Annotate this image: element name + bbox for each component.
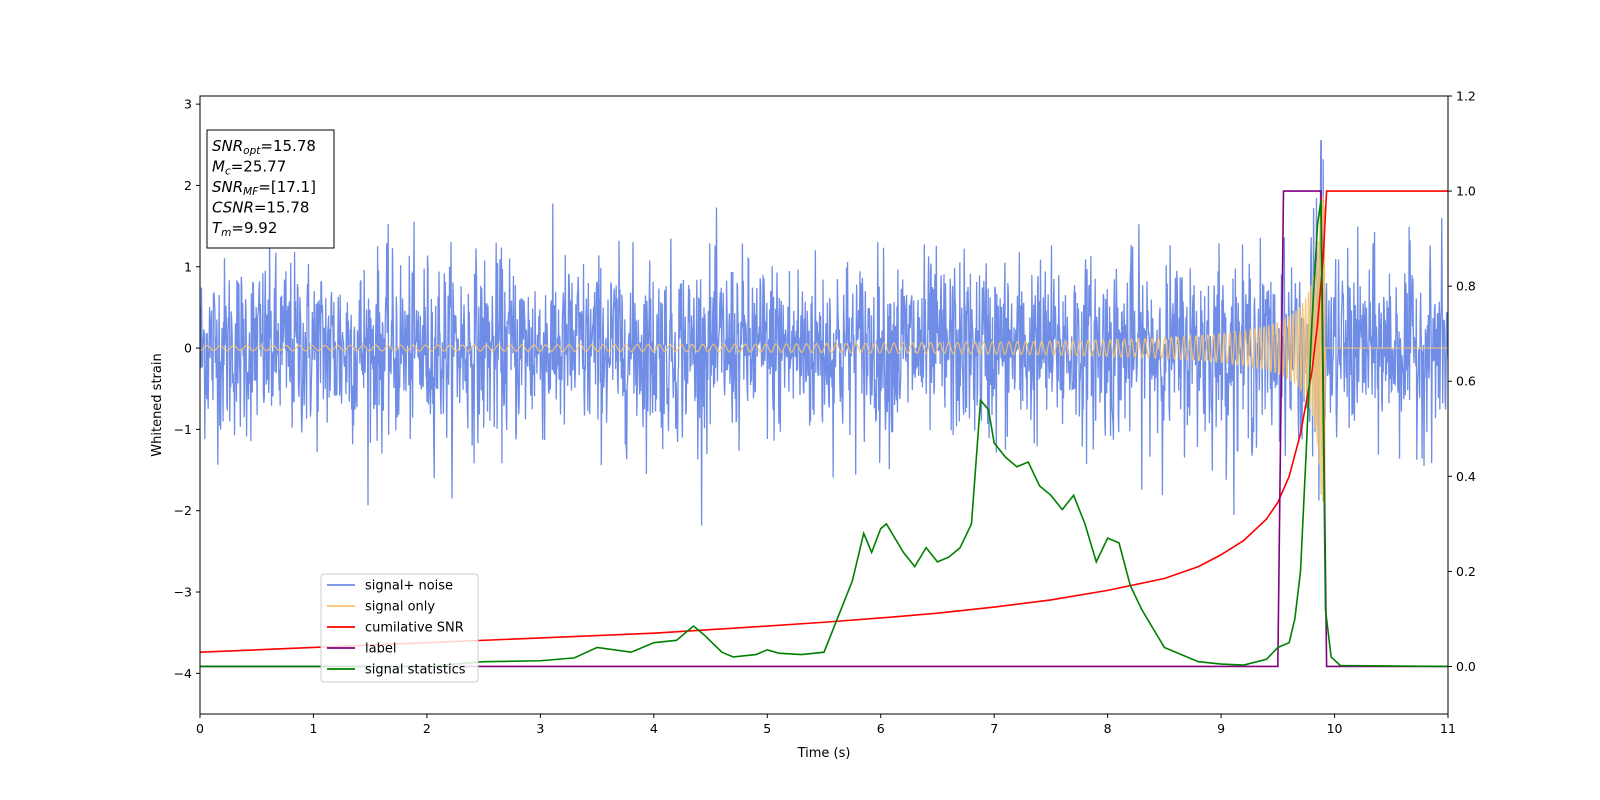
x-tick-label: 3 (536, 721, 544, 736)
y-right-tick-label: 0.6 (1456, 374, 1476, 389)
x-tick-label: 9 (1217, 721, 1225, 736)
x-tick-label: 0 (196, 721, 204, 736)
info-box-row: Mc=25.77 (212, 158, 286, 178)
plot-frame (199, 95, 1449, 715)
legend-label: label (365, 642, 396, 657)
x-tick-label: 6 (877, 721, 885, 736)
y-left-tick-label: −3 (174, 585, 192, 600)
y-left-tick-label: 3 (184, 97, 192, 112)
info-box-row: SNRopt=15.78 (212, 137, 316, 157)
legend-frame (320, 573, 479, 683)
y-left-tick-label: −2 (174, 503, 192, 518)
y-right-tick-label: 0.2 (1456, 564, 1476, 579)
series-signal-only-line (200, 195, 1448, 502)
y-left-tick-label: 1 (184, 259, 192, 274)
y-left-tick-label: −1 (174, 422, 192, 437)
info-box: SNRopt=15.78Mc=25.77SNRMF=[17.1]CSNR=15.… (206, 129, 335, 249)
axes-layer: 0 1 2 3 4 5 6 7 8 9 10 113210−1−2−3−41.21.00.80.60.… (174, 89, 1476, 737)
x-tick-label: 5 (763, 721, 771, 736)
info-box-row: SNRMF=[17.1] (212, 178, 316, 198)
y-left-tick-label: 0 (184, 341, 192, 356)
x-tick-label: 1 (309, 721, 317, 736)
legend-label: signal only (365, 600, 435, 615)
legend-label: cumilative SNR (365, 621, 464, 636)
series-label-line (200, 190, 1448, 668)
x-axis-label: Time (s) (797, 746, 851, 761)
x-tick-label: 10 (1327, 721, 1343, 736)
y-left-tick-label: 2 (184, 178, 192, 193)
series-signal-noise-line (200, 140, 1448, 526)
x-tick-label: 8 (1104, 721, 1112, 736)
legend-label: signal+ noise (365, 579, 453, 594)
y-right-tick-label: 0.8 (1456, 279, 1476, 294)
info-box-row: Tm=9.92 (212, 219, 277, 239)
y-right-tick-label: 1.0 (1456, 184, 1476, 199)
y-right-tick-label: 0.0 (1456, 659, 1476, 674)
y-right-tick-label: 1.2 (1456, 89, 1476, 104)
info-box-row: CSNR=15.78 (212, 199, 309, 217)
x-tick-label: 7 (990, 721, 998, 736)
y-axis-label: Whitened strain (150, 353, 165, 456)
legend-label: signal statistics (365, 663, 466, 678)
x-tick-label: 4 (650, 721, 658, 736)
info-box-frame (206, 129, 335, 249)
series-layer (200, 140, 1448, 668)
x-tick-label: 11 (1440, 721, 1456, 736)
series-cumilative-snr-line (200, 190, 1448, 653)
y-left-tick-label: −4 (174, 666, 192, 681)
x-tick-label: 2 (423, 721, 431, 736)
y-right-tick-label: 0.4 (1456, 469, 1476, 484)
series-signal-statistics-line (200, 200, 1448, 668)
legend: signal+ noise signal only cumilative SNR la… (320, 573, 479, 683)
